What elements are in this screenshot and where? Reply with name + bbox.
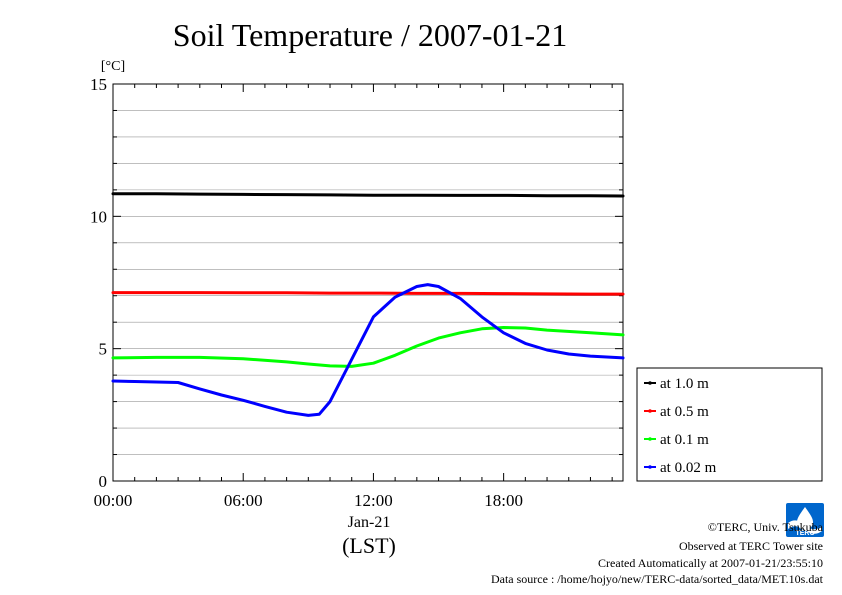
- logo-text: TERC: [795, 530, 814, 537]
- chart-title: Soil Temperature / 2007-01-21: [173, 17, 567, 53]
- plot-area: 0 5 10 15 00:00 06:00 12:00 18:00: [90, 75, 625, 510]
- source-text: Data source : /home/hojyo/new/TERC-data/…: [491, 572, 824, 586]
- legend-marker: [648, 437, 652, 441]
- y-tick-label: 5: [99, 340, 108, 359]
- series-line: [111, 192, 625, 198]
- series-line: [111, 291, 625, 296]
- legend-label: at 0.1 m: [660, 432, 709, 448]
- legend-marker: [648, 465, 652, 469]
- x-tick-label: 00:00: [94, 491, 133, 510]
- terc-logo: TERC: [786, 503, 824, 537]
- x-axis-label: (LST): [342, 533, 396, 558]
- series-line: [111, 326, 625, 368]
- y-axis-label: [°C]: [101, 59, 125, 74]
- legend-label: at 0.02 m: [660, 460, 717, 476]
- logo-wave-icon: [788, 520, 822, 534]
- legend-label: at 1.0 m: [660, 376, 709, 392]
- grid-lines: [113, 110, 623, 455]
- legend-label: at 0.5 m: [660, 404, 709, 420]
- y-tick-label: 15: [90, 75, 107, 94]
- x-tick-label: 06:00: [224, 491, 263, 510]
- legend-marker: [648, 409, 652, 413]
- series-line: [111, 283, 625, 417]
- series-lines: [111, 192, 625, 417]
- legend-box: [636, 367, 823, 482]
- date-label: Jan-21: [348, 514, 391, 531]
- y-tick-label: 10: [90, 207, 107, 226]
- legend-marker: [648, 381, 652, 385]
- y-ticks: 0 5 10 15: [90, 75, 623, 491]
- x-ticks: 00:00 06:00 12:00 18:00: [94, 84, 613, 510]
- footer: ©TERC, Univ. Tsukuba Observed at TERC To…: [491, 520, 824, 586]
- created-text: Created Automatically at 2007-01-21/23:5…: [598, 556, 823, 570]
- plot-frame: [112, 83, 624, 482]
- x-tick-label: 18:00: [484, 491, 523, 510]
- observed-text: Observed at TERC Tower site: [679, 539, 823, 553]
- copyright-text: ©TERC, Univ. Tsukuba: [708, 520, 824, 534]
- y-tick-label: 0: [99, 472, 108, 491]
- legend: at 1.0 m at 0.5 m at 0.1 m at 0.02 m: [636, 367, 823, 482]
- x-tick-label: 12:00: [354, 491, 393, 510]
